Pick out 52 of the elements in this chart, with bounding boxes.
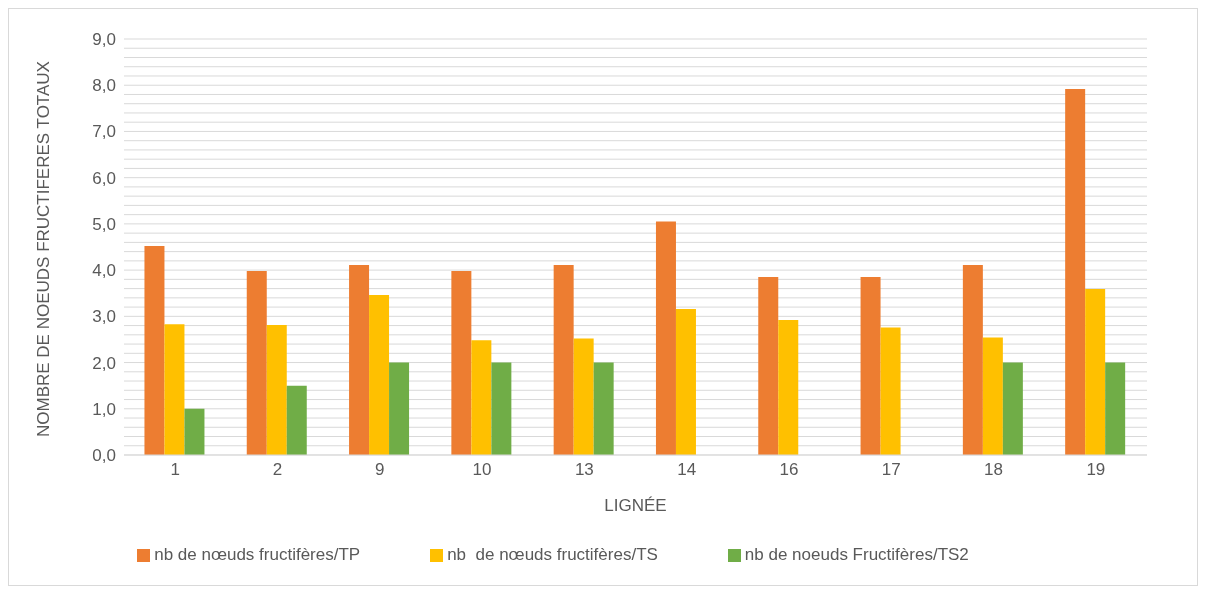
bar xyxy=(451,271,472,455)
x-tick-label: 13 xyxy=(574,460,594,480)
bar xyxy=(1085,289,1106,455)
y-axis-title: NOMBRE DE NOEUDS FRUCTIFERES TOTAUX xyxy=(34,61,54,437)
y-tick-label: 9,0 xyxy=(92,30,116,50)
bar xyxy=(369,295,390,455)
x-axis-title: LIGNÉE xyxy=(604,496,667,515)
y-tick-label: 2,0 xyxy=(92,353,116,373)
legend-label: nb de nœuds fructifères/TP xyxy=(154,545,361,564)
bar xyxy=(778,320,799,455)
bar xyxy=(471,340,492,455)
bar xyxy=(184,408,205,455)
x-tick-label: 18 xyxy=(984,460,1004,480)
y-tick-label: 6,0 xyxy=(92,168,116,188)
x-tick-label: 19 xyxy=(1086,460,1106,480)
bar xyxy=(266,325,287,455)
x-tick-label: 9 xyxy=(375,460,385,480)
x-tick-label: 1 xyxy=(170,460,180,480)
bar xyxy=(1002,362,1023,455)
y-tick-label: 1,0 xyxy=(92,399,116,419)
bar xyxy=(982,337,1003,455)
bar xyxy=(286,385,307,455)
bar xyxy=(880,327,901,455)
y-tick-label: 8,0 xyxy=(92,76,116,96)
bar xyxy=(573,338,594,455)
bar xyxy=(349,265,370,455)
x-tick-label: 14 xyxy=(677,460,697,480)
bar xyxy=(1105,362,1126,455)
bar xyxy=(164,324,185,455)
bar xyxy=(758,277,779,455)
bar xyxy=(655,221,676,455)
bar xyxy=(593,362,614,455)
bar xyxy=(553,265,574,455)
legend-label: nb de noeuds Fructifères/TS2 xyxy=(744,545,969,564)
x-tick-label: 17 xyxy=(881,460,901,480)
x-tick-label: 16 xyxy=(779,460,799,480)
y-tick-label: 3,0 xyxy=(92,307,116,327)
bar xyxy=(675,308,696,455)
y-tick-label: 5,0 xyxy=(92,214,116,234)
bar xyxy=(389,362,410,455)
bar xyxy=(246,271,267,455)
bar xyxy=(144,246,165,455)
x-tick-label: 2 xyxy=(272,460,283,480)
x-tick-label: 10 xyxy=(472,460,492,480)
y-tick-label: 4,0 xyxy=(92,261,116,281)
bar xyxy=(860,277,881,455)
bar xyxy=(491,362,512,455)
y-tick-label: 0,0 xyxy=(92,446,116,466)
bar xyxy=(962,265,983,455)
y-tick-label: 7,0 xyxy=(92,122,116,142)
legend-label: nb de nœuds fructifères/TS xyxy=(447,545,658,564)
bar xyxy=(1065,88,1086,455)
